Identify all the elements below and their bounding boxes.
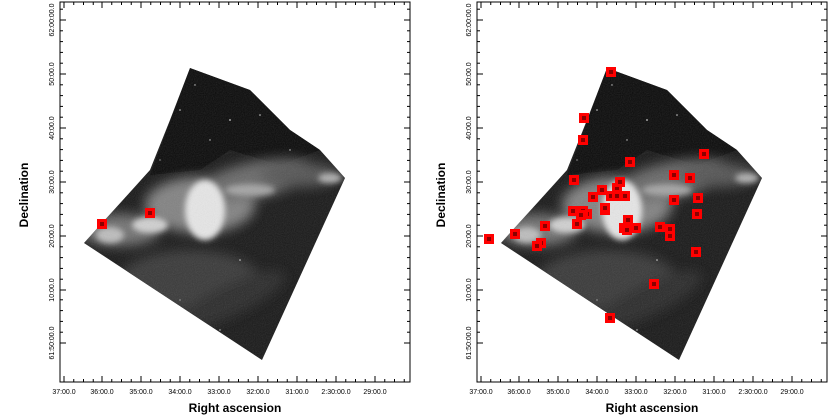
left-markers: [97, 208, 155, 229]
x-tick-label: 34:00.0: [168, 389, 191, 396]
x-tick-label: 36:00.0: [507, 389, 530, 396]
source-marker-center: [696, 196, 700, 200]
source-marker-center: [609, 70, 613, 74]
source-marker-center: [571, 209, 575, 213]
x-tick-label: 31:00.0: [285, 389, 308, 396]
source-marker-center: [609, 194, 613, 198]
left-frame: [59, 1, 411, 383]
y-tick-label: 10:00.0: [466, 278, 473, 301]
x-tick-label: 32:00.0: [663, 389, 686, 396]
y-tick-label: 50:00.0: [49, 62, 56, 85]
source-marker-center: [626, 218, 630, 222]
y-tick-label: 30:00.0: [49, 170, 56, 193]
y-tick-label: 20:00.0: [49, 224, 56, 247]
source-marker-center: [634, 226, 638, 230]
y-tick-label: 61:50:00.0: [49, 326, 56, 359]
x-tick-label: 33:00.0: [624, 389, 647, 396]
y-tick-label: 40:00.0: [466, 116, 473, 139]
source-marker-center: [658, 225, 662, 229]
x-tick-label: 29:00.0: [363, 389, 386, 396]
source-marker-center: [543, 224, 547, 228]
source-marker-center: [695, 212, 699, 216]
x-tick-label: 37:00.0: [469, 389, 492, 396]
y-tick-label: 20:00.0: [466, 224, 473, 247]
source-marker-center: [668, 227, 672, 231]
right-image: [477, 50, 797, 370]
source-marker-center: [100, 222, 104, 226]
source-marker-center: [702, 152, 706, 156]
panel-left: 37:00.0 36:00.0 35:00.0 34:00.0 33:00.0 32:00…: [17, 1, 411, 415]
left-image: [60, 50, 380, 370]
x-tick-label: 29:00.0: [780, 389, 803, 396]
x-tick-label: 33:00.0: [207, 389, 230, 396]
left-x-ticks: 37:00.0 36:00.0 35:00.0 34:00.0 33:00.0 32:00…: [52, 2, 405, 396]
source-marker-center: [582, 116, 586, 120]
source-marker-center: [535, 244, 539, 248]
source-marker-center: [487, 237, 491, 241]
source-marker-center: [652, 282, 656, 286]
source-marker-center: [615, 194, 619, 198]
source-marker-center: [625, 228, 629, 232]
x-tick-label: 32:00.0: [246, 389, 269, 396]
x-tick-label: 35:00.0: [129, 389, 152, 396]
right-y-ticks: 61:50:00.0 10:00.0 20:00.0 30:00.0 40:00.0 50…: [466, 3, 827, 360]
right-x-axis-title: Right ascension: [606, 401, 699, 415]
x-tick-label: 2:30:00.0: [738, 389, 767, 396]
source-marker-center: [623, 194, 627, 198]
source-marker-center: [672, 198, 676, 202]
y-tick-label: 40:00.0: [49, 116, 56, 139]
source-marker-center: [581, 138, 585, 142]
source-marker-center: [694, 250, 698, 254]
y-tick-label: 50:00.0: [466, 62, 473, 85]
x-tick-label: 31:00.0: [702, 389, 725, 396]
source-marker-center: [579, 213, 583, 217]
panel-right: 37:00.0 36:00.0 35:00.0 34:00.0 33:00.0 32:00…: [434, 1, 828, 415]
source-marker-center: [591, 195, 595, 199]
source-marker-center: [608, 316, 612, 320]
left-y-ticks: 61:50:00.0 10:00.0 20:00.0 30:00.0 40:00.0 50…: [49, 3, 410, 360]
source-marker-center: [572, 178, 576, 182]
source-marker-center: [513, 232, 517, 236]
x-tick-label: 2:30:00.0: [321, 389, 350, 396]
source-marker-center: [603, 206, 607, 210]
y-tick-label: 62:00:00.0: [49, 3, 56, 36]
source-marker-center: [618, 180, 622, 184]
source-marker-center: [615, 186, 619, 190]
x-tick-label: 36:00.0: [90, 389, 113, 396]
y-tick-label: 62:00:00.0: [466, 3, 473, 36]
source-marker-center: [668, 234, 672, 238]
source-marker-center: [600, 188, 604, 192]
left-x-axis-title: Right ascension: [189, 401, 282, 415]
source-marker-center: [575, 222, 579, 226]
right-y-axis-title: Declination: [434, 163, 448, 228]
right-x-ticks: 37:00.0 36:00.0 35:00.0 34:00.0 33:00.0 32:00…: [469, 2, 822, 396]
x-tick-label: 37:00.0: [52, 389, 75, 396]
source-marker-center: [672, 173, 676, 177]
y-tick-label: 61:50:00.0: [466, 326, 473, 359]
source-marker-center: [148, 211, 152, 215]
right-markers: [484, 67, 709, 323]
y-tick-label: 30:00.0: [466, 170, 473, 193]
source-marker-center: [688, 176, 692, 180]
right-frame: [476, 1, 828, 383]
x-tick-label: 35:00.0: [546, 389, 569, 396]
source-marker-center: [628, 160, 632, 164]
y-tick-label: 10:00.0: [49, 278, 56, 301]
x-tick-label: 34:00.0: [585, 389, 608, 396]
left-y-axis-title: Declination: [17, 163, 31, 228]
